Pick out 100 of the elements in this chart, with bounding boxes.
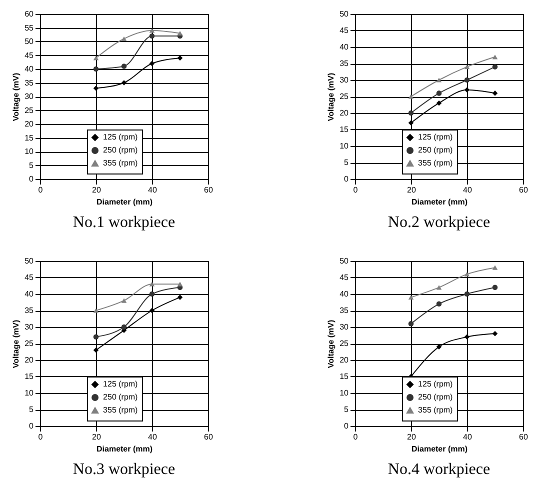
point [177, 282, 183, 286]
y-tick-label: 35 [340, 59, 350, 68]
point [408, 120, 414, 126]
x-tick-label: 40 [463, 432, 472, 442]
y-tick-label: 55 [24, 23, 34, 32]
y-tick-label: 30 [340, 76, 350, 84]
legend-label: 250 (rpm) [103, 146, 138, 154]
point [121, 324, 127, 330]
y-tick-label: 50 [340, 256, 350, 266]
y-axis-title: Voltage (mV) [326, 72, 336, 122]
point [436, 100, 442, 106]
y-tick-label: 35 [24, 306, 34, 315]
y-tick-label: 35 [24, 78, 34, 88]
point [149, 60, 155, 66]
y-tick-label: 40 [340, 42, 350, 52]
point [436, 90, 442, 96]
legend-label: 125 (rpm) [418, 132, 454, 142]
x-tick-label: 0 [353, 432, 358, 442]
y-tick-label: 40 [24, 290, 34, 298]
point [149, 291, 155, 297]
y-tick-label: 5 [344, 158, 350, 167]
x-tick-label: 0 [353, 186, 358, 194]
point [464, 87, 470, 93]
y-tick-label: 5 [29, 405, 34, 414]
point [436, 301, 442, 307]
point [492, 54, 498, 60]
point [492, 64, 498, 70]
legend-label: 355 (rpm) [418, 158, 454, 168]
y-axis-title: Voltage (mV) [12, 72, 21, 122]
point [436, 78, 442, 82]
point [408, 321, 414, 326]
legend-label: 125 (rpm) [103, 380, 138, 388]
legend-label: 355 (rpm) [103, 158, 138, 168]
y-tick-label: 50 [24, 256, 34, 266]
x-tick-label: 20 [92, 432, 102, 442]
x-tick-label: 40 [148, 432, 158, 442]
x-tick-label: 20 [407, 186, 416, 194]
y-tick-label: 15 [340, 372, 350, 381]
y-axis-title: Voltage (mV) [12, 320, 21, 368]
y-tick-label: 30 [24, 92, 34, 101]
point [93, 308, 99, 313]
y-axis-title: Voltage (mV) [326, 320, 336, 368]
y-tick-label: 35 [340, 306, 350, 315]
y-tick-label: 45 [24, 50, 34, 60]
legend-label: 250 (rpm) [418, 392, 454, 402]
y-tick-label: 30 [24, 322, 34, 332]
y-tick-label: 20 [340, 356, 350, 364]
y-tick-label: 60 [24, 10, 34, 18]
legend-label: 250 (rpm) [418, 146, 454, 154]
y-tick-label: 10 [340, 388, 350, 398]
y-tick-label: 15 [340, 125, 350, 134]
x-tick-label: 0 [38, 186, 44, 194]
y-tick-label: 25 [340, 92, 350, 101]
legend-label: 355 (rpm) [418, 406, 454, 414]
point [464, 334, 470, 340]
y-tick-label: 0 [29, 422, 34, 430]
y-tick-label: 25 [340, 339, 350, 348]
x-axis-title: Diameter (mm) [411, 444, 468, 454]
x-tick-label: 0 [38, 432, 44, 442]
point [149, 33, 155, 39]
text: No.2 workpiece [388, 214, 490, 231]
y-tick-label: 5 [29, 160, 34, 170]
point [464, 291, 470, 297]
point [492, 265, 498, 270]
y-tick-label: 45 [340, 273, 350, 282]
y-tick-label: 15 [24, 372, 34, 381]
text: No.1 workpiece [72, 214, 176, 231]
x-tick-label: 20 [92, 186, 102, 194]
x-axis-title: Diameter (mm) [96, 444, 153, 454]
y-tick-label: 0 [344, 422, 350, 430]
point [408, 110, 414, 116]
y-tick-label: 20 [24, 120, 34, 128]
point [93, 56, 99, 60]
x-axis-title: Diameter (mm) [96, 198, 153, 206]
legend-label: 250 (rpm) [103, 392, 138, 402]
y-tick-label: 50 [340, 10, 350, 18]
point [464, 77, 470, 83]
point [408, 295, 414, 300]
y-tick-label: 10 [24, 388, 34, 398]
x-axis-title: Diameter (mm) [411, 198, 468, 206]
y-tick-label: 25 [24, 339, 34, 348]
point [492, 330, 498, 336]
text: No.4 workpiece [388, 461, 490, 478]
point [436, 285, 442, 290]
y-tick-label: 15 [24, 133, 34, 142]
y-tick-label: 50 [24, 37, 34, 46]
point [93, 347, 99, 353]
y-tick-label: 40 [24, 64, 34, 74]
point [408, 94, 414, 99]
text: No.3 workpiece [72, 461, 176, 478]
x-tick-label: 60 [519, 432, 528, 442]
y-tick-label: 0 [29, 174, 34, 184]
legend-label: 355 (rpm) [103, 406, 138, 414]
x-tick-label: 40 [148, 186, 158, 194]
y-tick-label: 10 [24, 147, 34, 156]
y-tick-label: 30 [340, 322, 350, 332]
point [464, 272, 470, 276]
point [149, 28, 155, 33]
x-tick-label: 20 [407, 432, 416, 442]
point [121, 298, 127, 303]
